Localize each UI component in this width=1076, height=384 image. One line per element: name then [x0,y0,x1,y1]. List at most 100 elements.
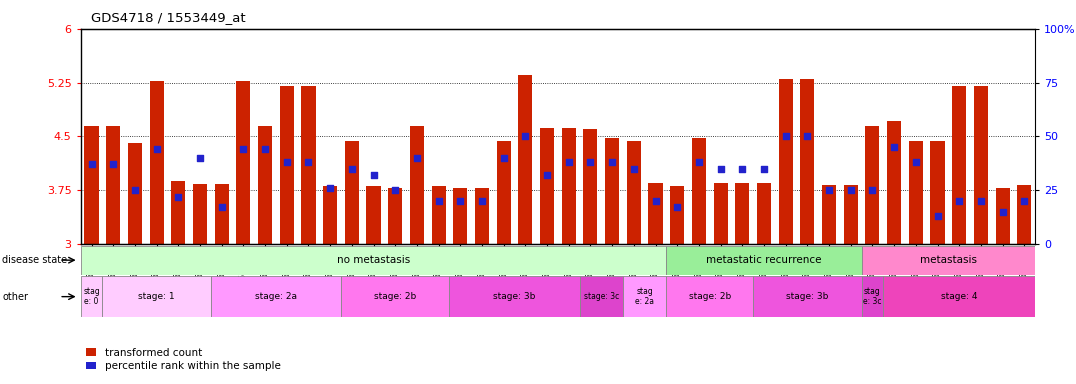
Bar [756,183,771,244]
Point [408,155,425,161]
Point [712,166,730,172]
Bar [258,126,272,244]
Text: stage: 2b: stage: 2b [374,292,416,301]
Bar [952,86,966,244]
Text: GDS4718 / 1553449_at: GDS4718 / 1553449_at [91,12,246,25]
Bar [323,187,337,244]
Bar [214,184,229,244]
Bar [193,184,207,244]
Bar [822,185,836,244]
Point [192,155,209,161]
Point [430,198,448,204]
Text: stage: 4: stage: 4 [940,292,977,301]
Bar [862,246,1035,275]
Bar [344,141,359,244]
Bar [237,81,251,244]
Bar [453,188,467,244]
Point [279,159,296,165]
Bar [580,276,623,317]
Point [843,187,860,193]
Point [495,155,512,161]
Text: metastasis: metastasis [920,255,977,265]
Bar [862,276,883,317]
Bar [779,79,793,244]
Point [561,159,578,165]
Bar [735,183,749,244]
Legend: transformed count, percentile rank within the sample: transformed count, percentile rank withi… [86,348,281,371]
Bar [519,75,533,244]
Point [973,198,990,204]
Point [104,161,122,167]
Text: stage: 3b: stage: 3b [787,292,829,301]
Point [256,146,273,152]
Point [820,187,837,193]
Text: stag
e: 0: stag e: 0 [83,287,100,306]
Bar [974,86,988,244]
Point [516,133,534,139]
Point [625,166,642,172]
Point [886,144,903,150]
Bar [341,276,450,317]
Bar [753,276,862,317]
Point [864,187,881,193]
Point [647,198,664,204]
Bar [713,183,727,244]
Text: stage: 3b: stage: 3b [493,292,536,301]
Point [83,161,100,167]
Bar [81,246,666,275]
Point [322,185,339,191]
Bar [450,276,580,317]
Bar [801,79,815,244]
Point [907,159,924,165]
Bar [410,126,424,244]
Point [365,172,382,178]
Point [538,172,555,178]
Bar [562,128,576,244]
Bar [692,139,706,244]
Point [1016,198,1033,204]
Point [755,166,773,172]
Point [994,209,1011,215]
Point [235,146,252,152]
Bar [171,181,185,244]
Bar [623,276,666,317]
Bar [1017,185,1031,244]
Bar [280,86,294,244]
Bar [666,276,753,317]
Bar [211,276,341,317]
Point [213,204,230,210]
Point [386,187,404,193]
Point [300,159,317,165]
Text: disease state: disease state [2,255,68,265]
Bar [475,188,489,244]
Point [929,213,946,219]
Bar [865,126,879,244]
Bar [301,86,315,244]
Bar [931,141,945,244]
Bar [540,128,554,244]
Bar [107,126,121,244]
Bar [431,187,445,244]
Text: stag
e: 2a: stag e: 2a [635,287,654,306]
Bar [605,139,619,244]
Text: stage: 3c: stage: 3c [583,292,619,301]
Point [148,146,166,152]
Bar [367,187,381,244]
Bar [583,129,597,244]
Point [604,159,621,165]
Bar [497,141,511,244]
Bar [102,276,211,317]
Bar [666,246,862,275]
Text: no metastasis: no metastasis [337,255,410,265]
Bar [909,141,923,244]
Text: other: other [2,291,28,302]
Bar [995,188,1009,244]
Text: stage: 2b: stage: 2b [689,292,731,301]
Text: stage: 1: stage: 1 [139,292,175,301]
Text: stag
e: 3c: stag e: 3c [863,287,881,306]
Text: stage: 2a: stage: 2a [255,292,297,301]
Text: metastatic recurrence: metastatic recurrence [706,255,822,265]
Bar [887,121,902,244]
Point [950,198,967,204]
Point [582,159,599,165]
